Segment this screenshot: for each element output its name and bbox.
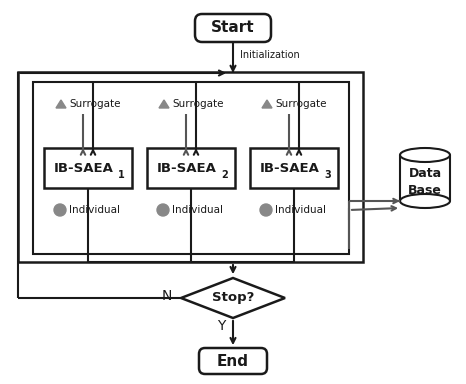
Circle shape [157, 204, 169, 216]
Text: Stop?: Stop? [212, 291, 254, 305]
Text: IB-SAEA: IB-SAEA [260, 162, 320, 174]
Bar [44, 148, 132, 188]
Ellipse shape [400, 194, 450, 208]
Text: 2: 2 [221, 170, 228, 180]
Bar [18, 72, 363, 262]
Text: End: End [217, 354, 249, 369]
Bar [250, 148, 338, 188]
FancyBboxPatch shape [199, 348, 267, 374]
FancyBboxPatch shape [195, 14, 271, 42]
Polygon shape [56, 100, 66, 108]
Text: IB-SAEA: IB-SAEA [157, 162, 217, 174]
Text: Surrogate: Surrogate [172, 99, 224, 109]
Text: Individual: Individual [172, 205, 223, 215]
Text: Surrogate: Surrogate [275, 99, 327, 109]
Bar [33, 82, 349, 254]
Text: 1: 1 [118, 170, 125, 180]
Polygon shape [159, 100, 169, 108]
Text: IB-SAEA: IB-SAEA [54, 162, 114, 174]
Circle shape [54, 204, 66, 216]
Text: Start: Start [211, 20, 255, 35]
Text: Initialization: Initialization [240, 50, 300, 60]
Text: Y: Y [217, 319, 225, 333]
Circle shape [260, 204, 272, 216]
Bar [147, 148, 235, 188]
Polygon shape [181, 278, 285, 318]
Text: Individual: Individual [275, 205, 326, 215]
Text: N: N [162, 289, 172, 303]
Text: Individual: Individual [69, 205, 120, 215]
Text: 3: 3 [324, 170, 331, 180]
Ellipse shape [400, 148, 450, 162]
Text: Data
Base: Data Base [408, 167, 442, 197]
Text: Surrogate: Surrogate [69, 99, 121, 109]
Polygon shape [262, 100, 272, 108]
